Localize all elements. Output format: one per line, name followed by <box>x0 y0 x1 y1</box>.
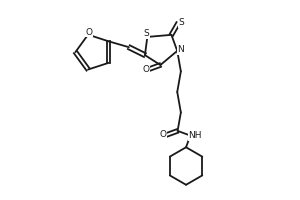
Text: O: O <box>160 130 167 139</box>
Text: O: O <box>142 65 149 74</box>
Text: NH: NH <box>188 131 202 140</box>
Text: S: S <box>178 18 184 27</box>
Text: O: O <box>85 28 93 37</box>
Text: N: N <box>178 45 184 54</box>
Text: S: S <box>143 29 149 38</box>
